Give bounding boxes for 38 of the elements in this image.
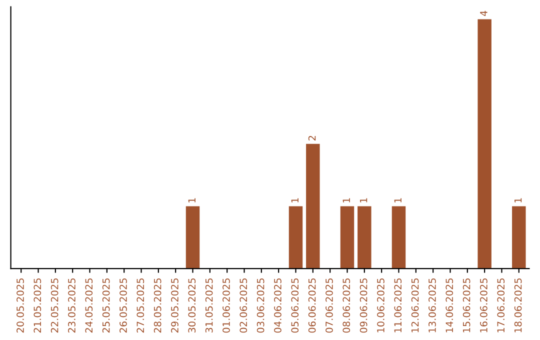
- data-label: 1: [342, 198, 350, 202]
- data-label: 1: [291, 198, 298, 202]
- x-tick-label: 24.05.2025: [85, 278, 93, 333]
- x-tick-label: 07.06.2025: [326, 278, 333, 333]
- x-tick-label: 10.06.2025: [377, 278, 384, 332]
- x-tick-label: 05.06.2025: [291, 278, 299, 333]
- data-label: 1: [188, 198, 196, 202]
- x-tick-label: 25.05.2025: [102, 278, 110, 333]
- x-tick-label: 26.05.2025: [120, 278, 127, 333]
- x-tick-label: 11.06.2025: [394, 278, 402, 332]
- data-label: 2: [308, 136, 316, 140]
- x-tick-label: 30.05.2025: [188, 278, 196, 333]
- x-tick-label: 06.06.2025: [308, 278, 316, 333]
- x-tick-label: 17.06.2025: [497, 278, 505, 332]
- data-label: 1: [514, 198, 522, 202]
- data-label: 1: [394, 198, 402, 202]
- x-tick-label: 04.06.2025: [274, 278, 282, 333]
- x-tick-label: 22.05.2025: [50, 278, 58, 333]
- x-tick-label: 01.06.2025: [222, 278, 230, 333]
- data-label: 1: [360, 198, 368, 202]
- x-tick-label: 15.06.2025: [462, 278, 470, 332]
- x-tick-label: 16.06.2025: [480, 278, 488, 332]
- x-tick-label: 23.05.2025: [68, 278, 76, 333]
- x-tick-label: 12.06.2025: [411, 278, 419, 332]
- x-tick-label: 18.06.2025: [514, 278, 522, 332]
- data-label: 4: [480, 10, 488, 16]
- x-tick-label: 02.06.2025: [240, 278, 248, 333]
- x-tick-label: 31.05.2025: [205, 278, 213, 333]
- x-tick-label: 29.05.2025: [171, 278, 178, 333]
- x-tick-label: 21.05.2025: [34, 278, 42, 333]
- x-tick-label: 14.06.2025: [446, 278, 454, 332]
- x-tick-label: 08.06.2025: [342, 278, 350, 333]
- x-tick-label: 20.05.2025: [16, 278, 24, 333]
- x-tick-label: 13.06.2025: [428, 278, 436, 332]
- x-tick-label: 27.05.2025: [136, 278, 144, 333]
- x-tick-label: 03.06.2025: [256, 278, 264, 333]
- x-tick-label: 09.06.2025: [360, 278, 368, 333]
- x-tick-label: 28.05.2025: [154, 278, 162, 333]
